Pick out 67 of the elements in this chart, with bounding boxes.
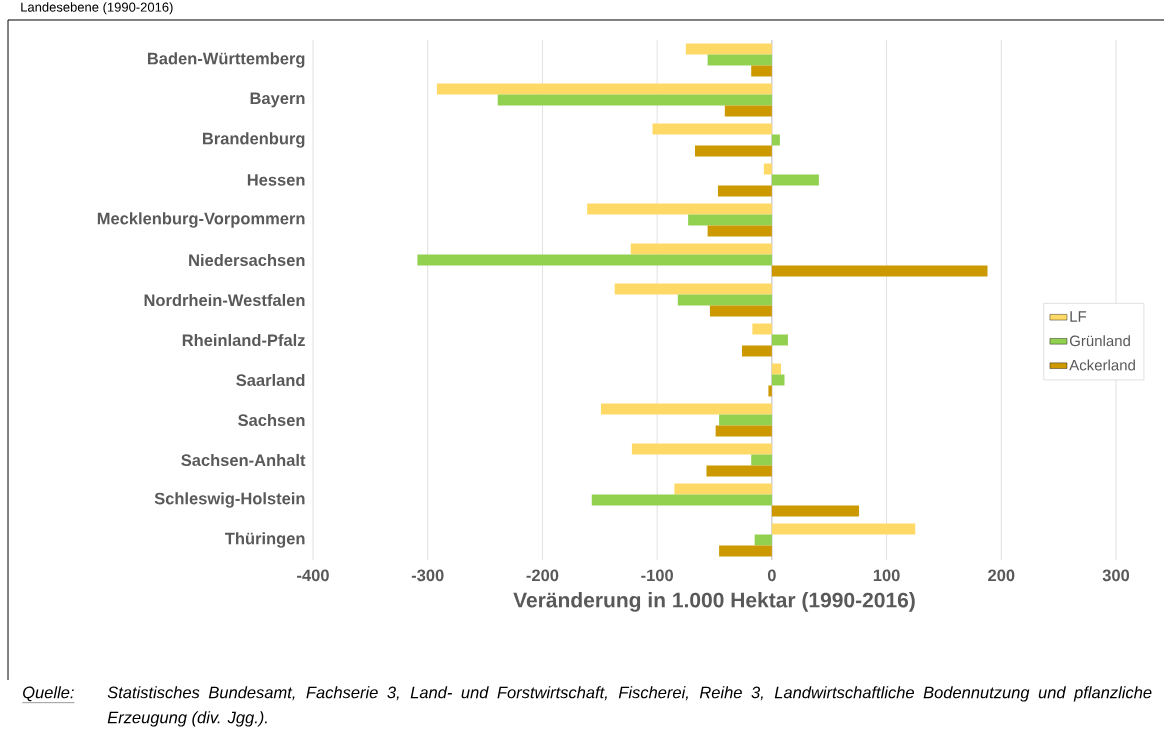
source-note: Quelle: bbox=[23, 686, 74, 702]
bar bbox=[771, 334, 788, 346]
y-tick-label: Saarland bbox=[236, 373, 305, 387]
bar bbox=[706, 465, 772, 477]
y-tick-label: Schleswig-Holstein bbox=[154, 492, 305, 508]
x-tick-label: 300 bbox=[1102, 569, 1130, 582]
bar bbox=[715, 425, 772, 437]
bar bbox=[763, 163, 772, 175]
bar bbox=[677, 294, 772, 306]
x-axis-title: Veränderung in 1.000 Hektar (1990-2016) bbox=[513, 592, 915, 612]
bar bbox=[417, 254, 772, 266]
bar bbox=[771, 374, 785, 386]
bar bbox=[674, 483, 772, 495]
bar bbox=[742, 345, 772, 357]
bar bbox=[497, 94, 772, 106]
bar bbox=[719, 414, 772, 426]
x-tick-label: -200 bbox=[526, 569, 559, 582]
bar bbox=[707, 225, 772, 237]
x-tick-label: 100 bbox=[873, 569, 900, 582]
y-tick-label: Thüringen bbox=[225, 532, 305, 548]
bar bbox=[587, 203, 772, 215]
x-tick-label: -300 bbox=[411, 569, 444, 582]
bar bbox=[591, 494, 772, 506]
y-tick-label: Bayern bbox=[250, 92, 305, 108]
bar bbox=[768, 385, 772, 397]
bar bbox=[771, 134, 780, 146]
legend-label: LF bbox=[1070, 311, 1087, 322]
bar bbox=[630, 243, 772, 255]
bar bbox=[771, 523, 916, 535]
bar bbox=[685, 43, 772, 55]
bar bbox=[631, 443, 772, 455]
bar bbox=[752, 323, 772, 335]
text: Statistisches Bundesamt, Fachserie 3, Land- und Forstwirtschaft, Fischerei, Reihe 3, Landwirtschaftliche Bodennutzung und pflanzliche Erzeugung (div. Jgg.). bbox=[107, 686, 1152, 727]
x-tick-label: 0 bbox=[767, 569, 776, 582]
bar bbox=[436, 83, 772, 95]
bar bbox=[695, 145, 772, 157]
bar bbox=[614, 283, 772, 295]
bar bbox=[771, 505, 860, 517]
legend-label: Ackerland bbox=[1069, 359, 1135, 371]
bar bbox=[717, 185, 772, 197]
bar bbox=[688, 214, 772, 226]
y-tick-label: Rheinland-Pfalz bbox=[182, 333, 305, 347]
bar bbox=[771, 174, 819, 186]
bar bbox=[709, 305, 772, 317]
x-tick-label: -100 bbox=[641, 569, 673, 582]
y-tick-label: Sachsen bbox=[238, 413, 305, 427]
y-tick-label: Baden-Württemberg bbox=[147, 52, 305, 68]
y-tick-label: Brandenburg bbox=[202, 132, 305, 148]
bar bbox=[652, 123, 772, 135]
x-tick-label: 200 bbox=[988, 569, 1015, 582]
bar bbox=[719, 545, 772, 557]
bar bbox=[754, 534, 772, 546]
bar bbox=[771, 363, 782, 375]
bar bbox=[751, 65, 772, 77]
bar bbox=[707, 54, 772, 66]
bar bbox=[600, 403, 772, 415]
bar bbox=[724, 105, 772, 117]
y-tick-label: Niedersachsen bbox=[189, 253, 305, 267]
bar bbox=[771, 265, 988, 277]
bar bbox=[751, 454, 772, 466]
y-tick-label: Sachsen-Anhalt bbox=[181, 453, 306, 467]
y-tick-label: Mecklenburg-Vorpommern bbox=[97, 212, 305, 228]
y-tick-label: Hessen bbox=[247, 174, 305, 186]
x-tick-label: -400 bbox=[297, 569, 329, 582]
y-tick-label: Nordrhein-Westfalen bbox=[144, 293, 305, 307]
legend-label: Grünland bbox=[1069, 335, 1130, 347]
text: Landesebene (1990-2016) bbox=[21, 2, 173, 15]
